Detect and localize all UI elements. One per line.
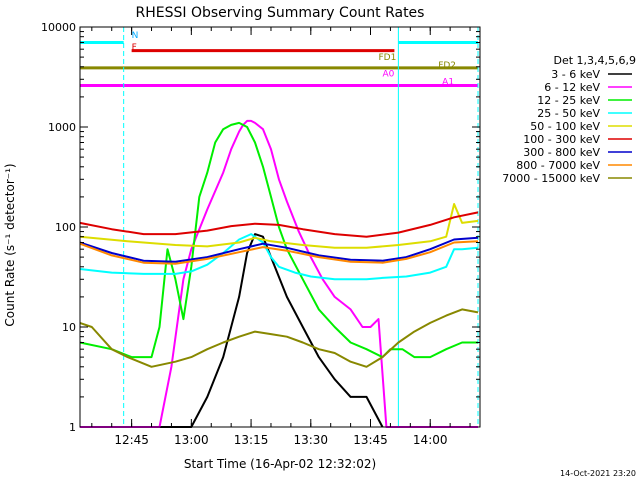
- flag-label-n: N: [132, 31, 139, 41]
- y-axis-label: Count Rate (s⁻¹ detector⁻¹): [3, 163, 17, 326]
- legend-label-50-100: 50 - 100 keV: [530, 120, 600, 133]
- flag-label-f: F: [132, 43, 137, 53]
- legend-label-7000-15000: 7000 - 15000 keV: [502, 172, 600, 185]
- footer-date: 14-Oct-2021 23:20: [560, 469, 636, 478]
- axes: 1 10 100 1000 10000 12:45 13:00 13:15 13:30 13:45…: [41, 21, 480, 447]
- legend-label-12-25: 12 - 25 keV: [537, 94, 600, 107]
- series-line-300-800: [79, 236, 479, 263]
- chart-title: RHESSI Observing Summary Count Rates: [136, 5, 425, 21]
- y-tick-label-100: 100: [55, 221, 76, 234]
- y-tick-label-1000: 1000: [48, 121, 76, 134]
- legend-label-25-50: 25 - 50 keV: [537, 107, 600, 120]
- x-tick-label-13:15: 13:15: [234, 433, 269, 447]
- y-tick-label-10: 10: [62, 321, 76, 334]
- y-tick-label-1: 1: [69, 421, 76, 434]
- series-line-7000-15000: [79, 308, 479, 368]
- series-line-25-50: [79, 233, 479, 281]
- flag-label-fd2: FD2: [438, 61, 456, 71]
- legend-label-6-12: 6 - 12 keV: [544, 81, 600, 94]
- flag-label-a1: A1: [442, 78, 454, 88]
- series-line-50-100: [79, 203, 479, 249]
- legend-label-300-800: 300 - 800 keV: [523, 146, 600, 159]
- series-line-12-25: [79, 121, 478, 359]
- flag-label-a0: A0: [382, 69, 394, 79]
- x-tick-label-13:45: 13:45: [353, 433, 388, 447]
- x-tick-label-14:00: 14:00: [413, 433, 448, 447]
- x-tick-label-12:45: 12:45: [114, 433, 149, 447]
- legend-label-100-300: 100 - 300 keV: [523, 133, 600, 146]
- x-tick-label-13:00: 13:00: [174, 433, 209, 447]
- x-tick-label-13:30: 13:30: [293, 433, 328, 447]
- flag-bars: NF FD1 FD2 A0 A1: [79, 31, 479, 88]
- series-line-100-300: [79, 211, 479, 238]
- x-axis-label: Start Time (16-Apr-02 12:32:02): [184, 457, 376, 471]
- series-line-800-7000: [79, 240, 479, 265]
- y-tick-label-10000: 10000: [41, 21, 76, 34]
- legend-label-800-7000: 800 - 7000 keV: [516, 159, 600, 172]
- legend-label-3-6: 3 - 6 keV: [551, 68, 600, 81]
- flag-label-fd1: FD1: [378, 53, 396, 63]
- legend-title: Det 1,3,4,5,6,9: [553, 54, 636, 67]
- plot-series: [79, 119, 479, 428]
